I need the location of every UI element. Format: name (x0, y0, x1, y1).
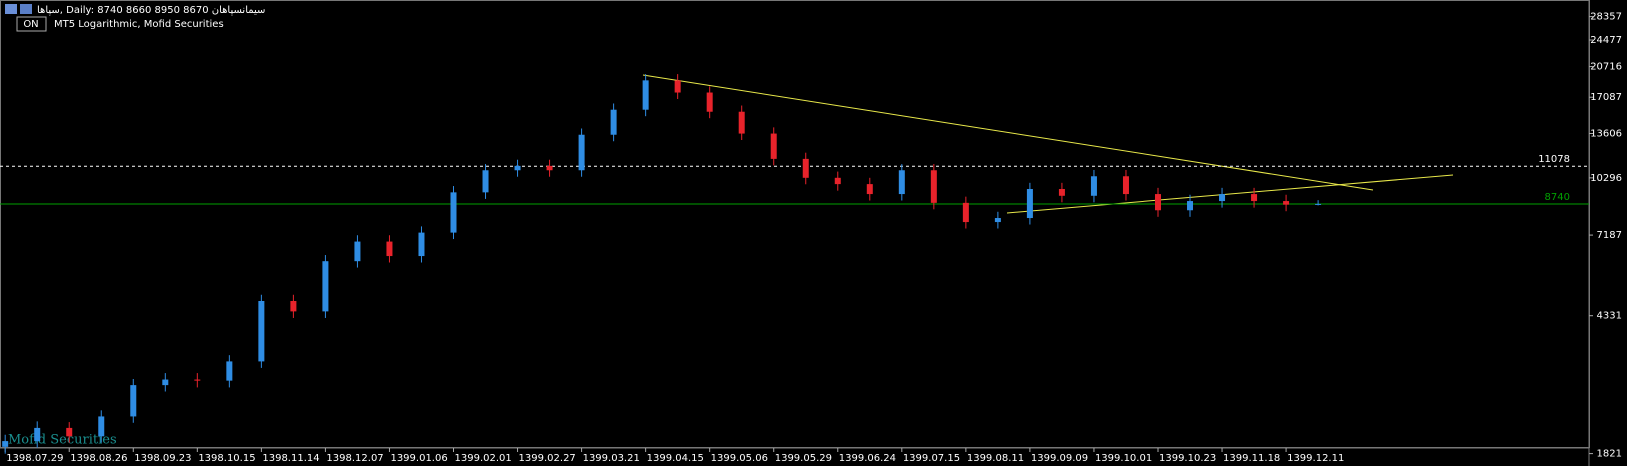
x-tick-label: 1399.06.24 (839, 453, 896, 464)
candle-body (546, 165, 553, 171)
candle-body (1154, 194, 1161, 211)
y-tick-label: 28357 (1590, 12, 1622, 23)
candle-body (1026, 189, 1033, 219)
candle-body (898, 170, 905, 195)
candle-body (34, 427, 41, 442)
x-tick-label: 1399.02.27 (519, 453, 576, 464)
candle-body (1122, 176, 1129, 195)
y-tick-label: 17087 (1590, 92, 1622, 103)
symbol-icon (20, 4, 32, 14)
x-tick-label: 1398.09.23 (134, 453, 191, 464)
y-tick-label: 20716 (1590, 62, 1622, 73)
candle-body (866, 184, 873, 195)
x-tick-label: 1398.12.07 (326, 453, 383, 464)
x-tick-label: 1399.07.15 (903, 453, 960, 464)
x-tick-label: 1398.11.14 (262, 453, 319, 464)
candle-body (994, 218, 1001, 223)
candle-body (514, 165, 521, 171)
candle-body (66, 427, 73, 437)
candle-body (930, 170, 937, 203)
candle-body (322, 261, 329, 312)
candle-body (706, 92, 713, 112)
chart-title: سپاها, Daily: 8740 8660 8950 8670 سیمانس… (37, 5, 265, 16)
candle-body (2, 441, 9, 447)
candle-body (162, 379, 169, 386)
trendline (1006, 174, 1454, 214)
candle-body (1315, 203, 1322, 205)
on-button[interactable] (16, 16, 47, 32)
candle-body (1187, 201, 1194, 211)
candle-body (1283, 201, 1290, 205)
candle-body (450, 192, 457, 233)
candle-body (610, 109, 617, 135)
x-tick-label: 1399.04.15 (647, 453, 704, 464)
candle-body (194, 379, 201, 381)
candle-body (770, 133, 777, 159)
x-tick-label: 1398.10.15 (198, 453, 255, 464)
x-tick-label: 1399.03.21 (583, 453, 640, 464)
chart-subtitle: MT5 Logarithmic, Mofid Securities (54, 19, 224, 30)
candle-body (130, 385, 137, 417)
candle-body (98, 416, 105, 437)
candle-body (386, 241, 393, 257)
y-tick-label: 7187 (1597, 230, 1622, 241)
x-tick-label: 1399.05.06 (711, 453, 768, 464)
x-tick-label: 1399.11.18 (1223, 453, 1280, 464)
x-tick-label: 1399.10.23 (1159, 453, 1216, 464)
x-tick-label: 1399.08.11 (967, 453, 1024, 464)
candle-body (642, 80, 649, 110)
y-tick-label: 4331 (1597, 311, 1622, 322)
candle-body (1219, 194, 1226, 202)
y-tick-label: 13606 (1590, 128, 1622, 139)
candle-body (418, 232, 425, 257)
candle-body (354, 241, 361, 262)
candle-body (674, 80, 681, 93)
candle-body (834, 177, 841, 185)
candle-body (962, 202, 969, 223)
x-tick-label: 1399.01.06 (390, 453, 447, 464)
candle-body (290, 301, 297, 312)
candle-body (258, 301, 265, 362)
y-tick-label: 10296 (1590, 173, 1622, 184)
candle-body (226, 361, 233, 381)
trendline (642, 74, 1374, 191)
on-button-label[interactable]: ON (23, 19, 38, 30)
y-tick-label: 1821 (1597, 449, 1622, 460)
level-label: 11078 (1538, 154, 1570, 165)
candle-body (738, 111, 745, 134)
x-tick-label: 1399.02.01 (455, 453, 512, 464)
x-tick-label: 1399.12.11 (1287, 453, 1344, 464)
x-tick-label: 1399.09.09 (1031, 453, 1088, 464)
candle-body (802, 158, 809, 178)
y-tick-label: 24477 (1590, 35, 1622, 46)
symbol-icon (5, 4, 17, 14)
x-tick-label: 1399.05.29 (775, 453, 832, 464)
x-tick-label: 1398.07.29 (6, 453, 63, 464)
candle-body (1251, 194, 1258, 202)
candle-body (578, 134, 585, 171)
x-tick-label: 1398.08.26 (70, 453, 127, 464)
candle-body (1058, 189, 1065, 196)
x-tick-label: 1399.10.01 (1095, 453, 1152, 464)
candle-body (482, 170, 489, 193)
level-label: 8740 (1545, 192, 1570, 203)
candle-body (1090, 176, 1097, 196)
